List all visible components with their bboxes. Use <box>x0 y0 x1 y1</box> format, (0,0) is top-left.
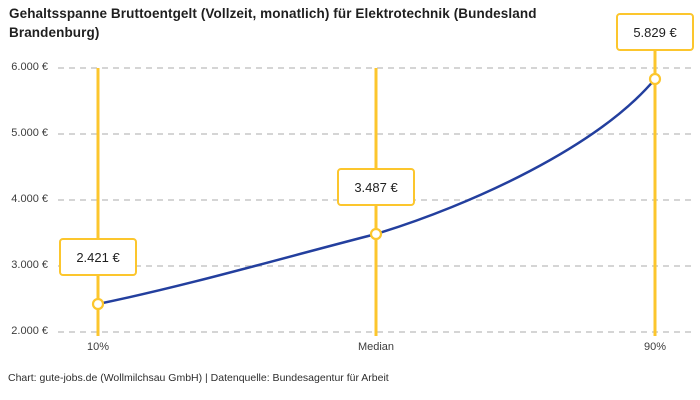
value-label-box: 5.829 € <box>616 13 694 51</box>
y-axis-tick-label: 3.000 € <box>11 259 48 271</box>
y-axis: 2.000 € 3.000 € 4.000 € 5.000 € 6.000 € <box>0 0 48 400</box>
data-point-marker <box>648 72 662 86</box>
x-axis-tick-label: 10% <box>86 341 110 353</box>
chart-source-credit: Chart: gute-jobs.de (Wollmilchsau GmbH) … <box>8 372 389 384</box>
value-label-box: 2.421 € <box>59 238 137 276</box>
data-point-marker <box>369 227 383 241</box>
y-axis-tick-label: 6.000 € <box>11 61 48 73</box>
chart-title: Gehaltsspanne Bruttoentgelt (Vollzeit, m… <box>9 6 537 40</box>
y-axis-tick-label: 4.000 € <box>11 193 48 205</box>
value-label-box: 3.487 € <box>337 168 415 206</box>
x-axis-tick-label: 90% <box>643 341 667 353</box>
x-axis-tick-label: Median <box>357 341 395 353</box>
data-point-marker <box>91 297 105 311</box>
y-axis-tick-label: 5.000 € <box>11 127 48 139</box>
y-axis-tick-label: 2.000 € <box>11 325 48 337</box>
